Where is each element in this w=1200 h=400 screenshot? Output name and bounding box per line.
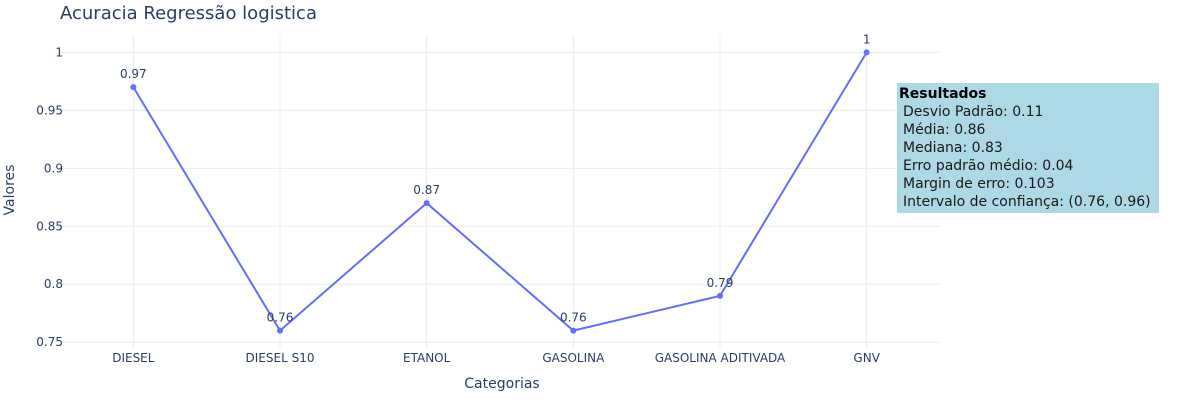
data-point — [423, 200, 430, 207]
results-line: Erro padrão médio: 0.04 — [903, 158, 1074, 174]
y-tick-label: 0.8 — [44, 277, 63, 291]
results-line: Média: 0.86 — [903, 122, 985, 138]
x-axis-title: Categorias — [464, 376, 539, 392]
x-tick-label: GASOLINA ADITIVADA — [655, 351, 786, 365]
data-point — [570, 327, 577, 334]
data-label: 0.87 — [413, 183, 440, 197]
data-label: 0.76 — [560, 311, 587, 325]
results-line: Intervalo de confiança: (0.76, 0.96) — [903, 194, 1151, 210]
chart-title: Acuracia Regressão logistica — [60, 3, 317, 24]
x-tick-labels: DIESEL DIESEL S10 ETANOL GASOLINA GASOLINA A… — [112, 351, 880, 365]
results-line: Mediana: 0.83 — [903, 140, 1003, 156]
data-point — [863, 49, 870, 56]
y-tick-label: 0.85 — [36, 219, 63, 233]
data-point — [277, 327, 283, 334]
y-tick-label: 0.95 — [36, 103, 63, 117]
data-labels: 0.97 0.76 0.87 0.76 0.79 1 — [120, 32, 871, 324]
results-annotation: Resultados Desvio Padrão: 0.11 Média: 0.8… — [897, 83, 1159, 213]
results-line: Desvio Padrão: 0.11 — [903, 104, 1043, 120]
results-line: Margin de erro: 0.103 — [903, 176, 1055, 192]
results-title: Resultados — [899, 86, 987, 102]
gridlines — [60, 35, 940, 348]
x-tick-label: DIESEL S10 — [246, 351, 315, 365]
y-tick-label: 0.75 — [36, 335, 63, 349]
y-tick-label: 0.9 — [44, 161, 63, 175]
data-point — [717, 292, 723, 299]
y-tick-label: 1 — [55, 45, 63, 59]
y-tick-labels: 0.75 0.8 0.85 0.9 0.95 1 — [36, 45, 63, 349]
data-points — [130, 49, 870, 334]
data-label: 1 — [863, 32, 871, 46]
data-label: 0.76 — [267, 311, 294, 325]
y-axis-title: Valores — [2, 165, 18, 216]
x-tick-label: ETANOL — [403, 351, 451, 365]
x-tick-label: GASOLINA — [542, 351, 605, 365]
data-label: 0.79 — [707, 276, 734, 290]
x-tick-label: DIESEL — [112, 351, 155, 365]
x-tick-label: GNV — [853, 351, 880, 365]
series-line — [132, 51, 868, 333]
results-box — [897, 83, 1159, 213]
data-label: 0.97 — [120, 67, 147, 81]
data-point — [130, 84, 137, 91]
results-lines: Desvio Padrão: 0.11 Média: 0.86 Mediana: 0… — [903, 104, 1151, 210]
